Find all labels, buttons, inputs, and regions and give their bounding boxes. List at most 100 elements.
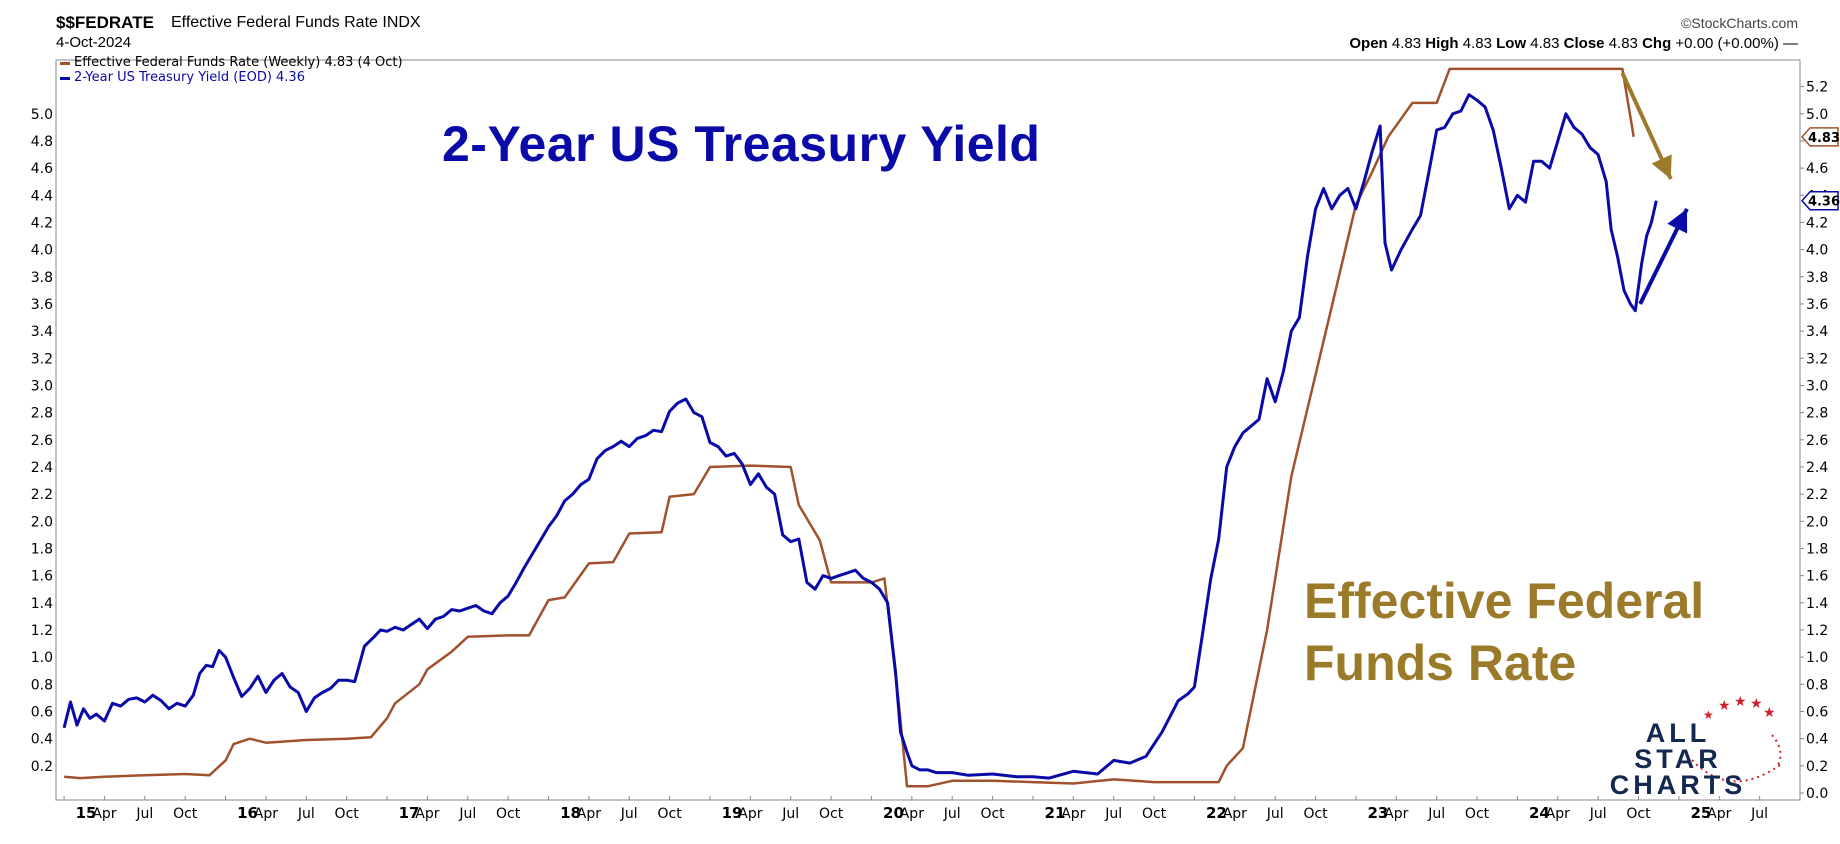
right-axis-tick-label: 1.4	[1806, 596, 1828, 612]
close-label: Close	[1563, 35, 1605, 52]
annotation-arrow-head	[1667, 208, 1688, 234]
right-axis-tick-label: 3.6	[1806, 297, 1828, 313]
x-axis-tick-label: Apr	[1384, 806, 1408, 822]
x-axis-tick-label: 16	[237, 804, 258, 822]
chart-legend: Effective Federal Funds Rate (Weekly) 4.…	[60, 55, 403, 85]
left-axis-tick-label: 0.6	[31, 704, 53, 720]
right-axis-tick-label: 2.2	[1806, 487, 1828, 503]
right-axis-tick-label: 3.4	[1806, 324, 1828, 340]
legend-label-treasury: 2-Year US Treasury Yield (EOD) 4.36	[74, 70, 305, 85]
svg-text:★: ★	[1750, 696, 1763, 712]
x-axis-tick-label: Apr	[92, 806, 116, 822]
left-axis-tick-label: 3.0	[31, 378, 53, 394]
right-axis-tick-label: 1.0	[1806, 650, 1828, 666]
left-axis-tick-label: 2.4	[31, 460, 53, 476]
open-label: Open	[1349, 35, 1388, 52]
x-axis-tick-label: Apr	[254, 806, 278, 822]
ohlc-readout: Open 4.83 High 4.83 Low 4.83 Close 4.83 …	[1349, 35, 1798, 52]
left-axis-tick-label: 0.8	[31, 677, 53, 693]
x-axis-tick-label: 17	[399, 804, 420, 822]
x-axis-tick-label: Jul	[297, 806, 315, 822]
left-axis-tick-label: 3.8	[31, 270, 53, 286]
left-axis-tick-label: 1.0	[31, 650, 53, 666]
left-axis-tick-label: 3.6	[31, 297, 53, 313]
x-axis-tick-label: Apr	[415, 806, 439, 822]
x-axis-tick-label: 15	[76, 804, 97, 822]
annotation-fedfunds-line1: Effective Federal	[1304, 573, 1705, 629]
right-axis-tick-label: 2.8	[1806, 406, 1828, 422]
minus-icon[interactable]: —	[1783, 35, 1798, 52]
chart-date: 4-Oct-2024	[56, 34, 132, 51]
chg-value: +0.00 (+0.00%)	[1675, 35, 1779, 52]
x-axis-tick-label: 21	[1045, 804, 1066, 822]
x-axis-tick-label: Jul	[1750, 806, 1768, 822]
left-axis-tick-label: 5.0	[31, 107, 53, 123]
legend-item-fedfunds: Effective Federal Funds Rate (Weekly) 4.…	[60, 55, 403, 70]
svg-text:★: ★	[1718, 698, 1731, 714]
right-axis-tick-label: 0.6	[1806, 704, 1828, 720]
left-axis-tick-label: 4.2	[31, 215, 53, 231]
right-axis-tick-label: 4.6	[1806, 161, 1828, 177]
last-value-badge-label: 4.83	[1808, 131, 1840, 146]
x-axis-tick-label: Jul	[1266, 806, 1284, 822]
x-axis-tick-label: Oct	[1626, 806, 1651, 822]
x-axis-tick-label: Jul	[1427, 806, 1445, 822]
x-axis-tick-label: Apr	[577, 806, 601, 822]
right-axis-tick-label: 0.0	[1806, 786, 1828, 802]
left-axis-tick-label: 4.6	[31, 161, 53, 177]
svg-text:★: ★	[1734, 694, 1747, 710]
last-value-badge-label: 4.36	[1808, 195, 1840, 210]
left-axis-tick-label: 0.2	[31, 759, 53, 775]
symbol-label: $$FEDRATE	[56, 13, 154, 32]
x-axis-tick-label: Apr	[900, 806, 924, 822]
x-axis-tick-label: Apr	[1223, 806, 1247, 822]
right-axis-tick-label: 0.2	[1806, 759, 1828, 775]
annotation-fedfunds-title: Effective Federal Funds Rate	[1304, 570, 1704, 694]
right-axis-tick-label: 3.2	[1806, 351, 1828, 367]
left-axis-tick-label: 3.4	[31, 324, 53, 340]
legend-swatch-fedfunds	[60, 62, 70, 65]
series-line-treasury	[62, 93, 1658, 780]
high-value: 4.83	[1462, 35, 1492, 52]
x-axis-tick-label: 18	[560, 804, 581, 822]
right-axis-tick-label: 4.2	[1806, 215, 1828, 231]
close-value: 4.83	[1608, 35, 1638, 52]
x-axis-tick-label: Jul	[458, 806, 476, 822]
legend-swatch-treasury	[60, 77, 70, 80]
logo-line2: CHARTS	[1609, 770, 1747, 800]
right-axis-tick-label: 1.6	[1806, 569, 1828, 585]
x-axis-tick-label: Jul	[620, 806, 638, 822]
right-axis-tick-label: 2.4	[1806, 460, 1828, 476]
right-axis-tick-label: 4.0	[1806, 243, 1828, 259]
allstar-logo-stars: ★ ★ ★ ★ ★	[1691, 694, 1782, 783]
x-axis-tick-label: Oct	[335, 806, 360, 822]
last-value-badge	[1800, 127, 1839, 147]
x-axis-tick-label: Jul	[943, 806, 961, 822]
right-axis-tick-label: 1.2	[1806, 623, 1828, 639]
allstar-logo-text: ALL STAR CHARTS	[1603, 720, 1753, 800]
x-axis-tick-label: Oct	[1142, 806, 1167, 822]
right-axis-tick-label: 3.8	[1806, 270, 1828, 286]
left-axis-tick-label: 3.2	[31, 351, 53, 367]
x-axis-tick-label: 22	[1206, 804, 1227, 822]
x-axis-tick-label: Oct	[819, 806, 844, 822]
left-axis-tick-label: 4.0	[31, 243, 53, 259]
x-axis-tick-label: Oct	[980, 806, 1005, 822]
x-axis-tick-label: Oct	[658, 806, 683, 822]
x-axis-tick-label: Oct	[496, 806, 521, 822]
svg-text:★: ★	[1703, 708, 1714, 722]
x-axis-tick-label: 19	[722, 804, 743, 822]
legend-label-fedfunds: Effective Federal Funds Rate (Weekly) 4.…	[74, 55, 403, 70]
x-axis-tick-label: Oct	[1303, 806, 1328, 822]
left-axis-tick-label: 2.8	[31, 406, 53, 422]
x-axis-tick-label: 23	[1367, 804, 1388, 822]
open-value: 4.83	[1391, 35, 1422, 52]
x-axis-tick-label: 20	[883, 804, 904, 822]
left-axis-tick-label: 1.6	[31, 569, 53, 585]
left-axis-tick-label: 2.0	[31, 514, 53, 530]
x-axis-tick-label: 25	[1690, 804, 1711, 822]
annotation-fedfunds-line2: Funds Rate	[1304, 635, 1577, 691]
left-axis-tick-label: 2.2	[31, 487, 53, 503]
annotation-arrow-head	[1651, 154, 1672, 179]
high-label: High	[1425, 35, 1459, 52]
